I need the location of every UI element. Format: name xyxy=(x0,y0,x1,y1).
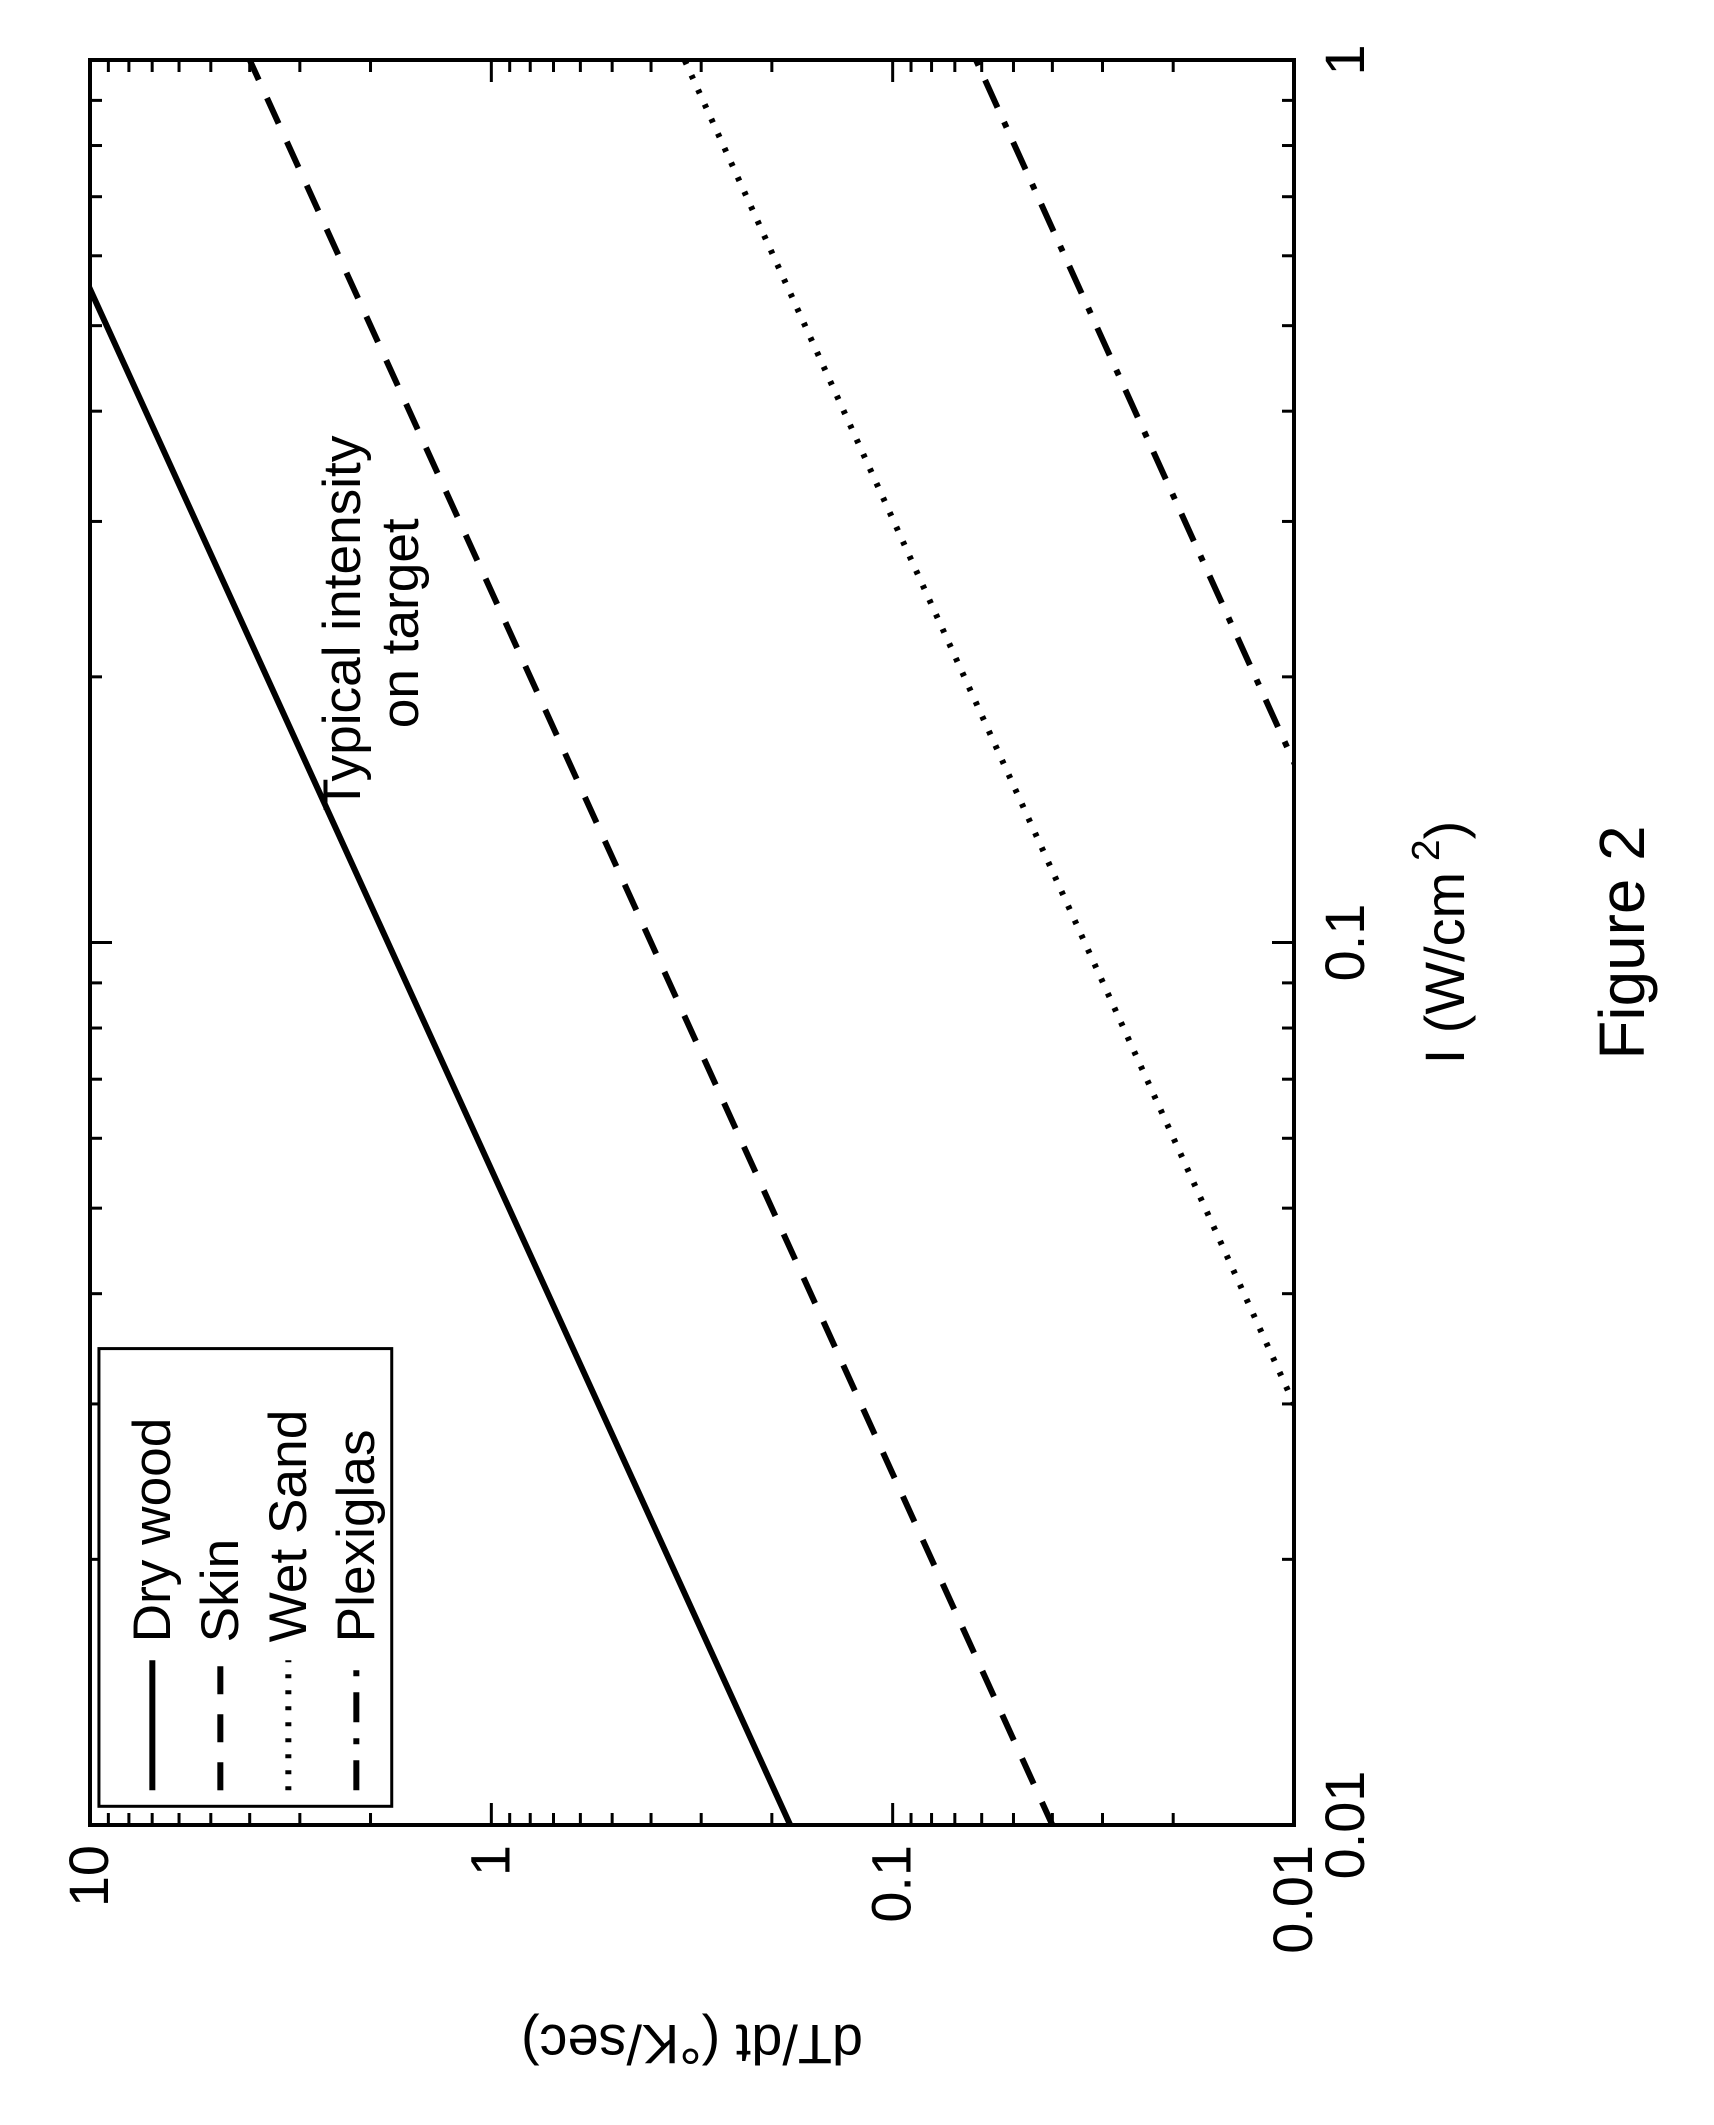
y-tick-label: 0.01 xyxy=(1261,1845,1324,1954)
y-tick-label: 10 xyxy=(57,1845,120,1907)
x-tick-label: 0.1 xyxy=(1313,904,1376,982)
x-tick-label: 1 xyxy=(1313,44,1376,75)
legend-label: Plexiglas xyxy=(327,1429,386,1642)
figure-caption: Figure 2 xyxy=(1586,825,1658,1059)
legend-label: Skin xyxy=(191,1539,250,1642)
y-axis-label: dT/dt (°K/sec) xyxy=(521,2013,863,2076)
legend-label: Wet Sand xyxy=(259,1410,318,1643)
annotation-text: on target xyxy=(371,518,430,728)
y-tick-label: 1 xyxy=(458,1845,521,1876)
x-axis-label: I (W/cm 2) xyxy=(1405,821,1476,1065)
legend-label: Dry wood xyxy=(123,1418,182,1643)
chart-svg: 0.010.110.010.1110I (W/cm 2)dT/dt (°K/se… xyxy=(0,0,1714,2125)
legend: Dry woodSkinWet SandPlexiglas xyxy=(99,1349,392,1807)
annotation-text: Typical intensity xyxy=(313,435,372,811)
y-tick-label: 0.1 xyxy=(860,1845,923,1923)
chart-container: 0.010.110.010.1110I (W/cm 2)dT/dt (°K/se… xyxy=(0,0,1714,2125)
